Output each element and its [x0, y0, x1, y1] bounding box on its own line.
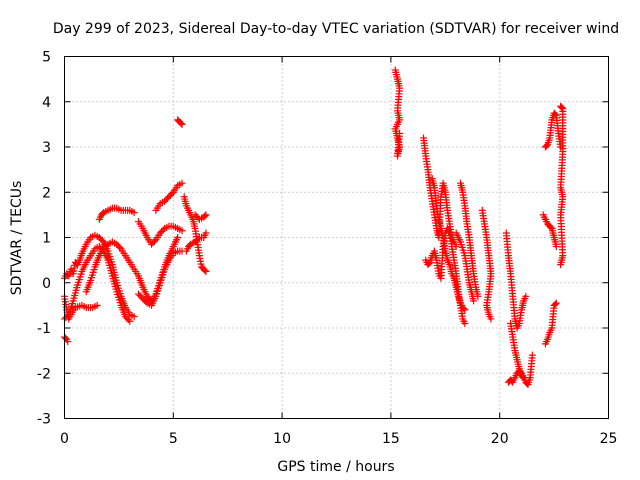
y-tick-label: -1 [37, 321, 51, 337]
y-tick-label: 1 [42, 231, 51, 247]
data-point [159, 226, 167, 234]
x-tick-label: 20 [491, 431, 509, 447]
data-point [528, 351, 536, 359]
data-point [168, 190, 176, 198]
data-point [557, 261, 565, 269]
axis-ticks: 0 5 10 15 20 25 -3 -2 -1 0 1 2 3 4 5 [37, 50, 617, 448]
y-tick-label: 2 [42, 185, 51, 201]
data-point [116, 243, 124, 251]
y-tick-label: 5 [42, 50, 51, 66]
data-point [63, 312, 71, 320]
data-point [558, 103, 566, 111]
x-tick-label: 5 [169, 431, 178, 447]
data-point [547, 223, 555, 231]
data-point [177, 119, 185, 127]
y-tick-label: 4 [42, 95, 51, 111]
data-points [61, 66, 567, 389]
data-point [202, 229, 210, 237]
data-point [551, 110, 559, 118]
data-point [461, 306, 469, 314]
data-point [178, 227, 186, 235]
data-point [474, 292, 482, 300]
data-point [150, 237, 158, 245]
data-point [64, 338, 72, 346]
data-point [551, 300, 559, 308]
data-point [93, 301, 101, 309]
data-point [470, 297, 478, 305]
y-axis-title: SDTVAR / TECUs [9, 181, 25, 296]
data-point [552, 243, 560, 251]
grid-lines [64, 56, 609, 419]
data-point [178, 179, 186, 187]
data-point [142, 298, 150, 306]
x-tick-label: 0 [60, 431, 69, 447]
y-tick-label: 3 [42, 140, 51, 156]
data-point [124, 316, 132, 324]
data-point [487, 315, 495, 323]
data-point [194, 235, 202, 243]
y-tick-label: -2 [37, 366, 51, 382]
data-point [201, 212, 209, 220]
y-tick-label: 0 [42, 276, 51, 292]
chart-title: Day 299 of 2023, Sidereal Day-to-day VTE… [53, 21, 619, 37]
x-axis-title: GPS time / hours [277, 459, 394, 475]
data-point [130, 209, 138, 217]
x-tick-label: 25 [600, 431, 618, 447]
x-tick-label: 15 [382, 431, 400, 447]
y-tick-label: -3 [37, 412, 51, 428]
data-point [460, 305, 468, 313]
data-point [202, 211, 210, 219]
data-point [201, 266, 209, 274]
data-point [126, 317, 134, 325]
data-point [174, 234, 182, 241]
data-point [522, 292, 530, 300]
data-point [396, 129, 404, 137]
data-point [202, 267, 210, 275]
data-point [552, 299, 560, 307]
data-point [98, 237, 106, 245]
data-point [130, 313, 138, 321]
data-point [178, 120, 186, 128]
x-tick-label: 10 [273, 431, 291, 447]
data-point [461, 319, 469, 327]
